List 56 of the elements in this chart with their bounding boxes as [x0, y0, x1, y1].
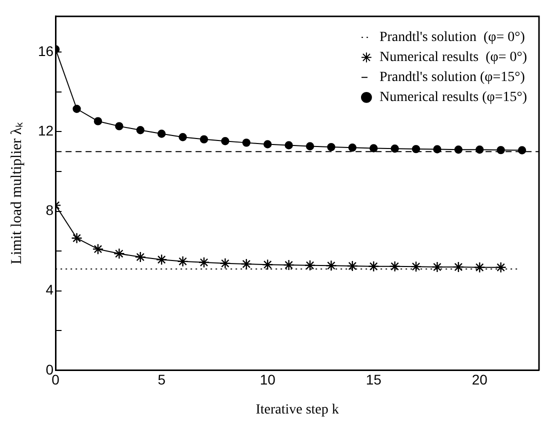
y-tick-label: 4 — [46, 282, 54, 298]
point — [326, 260, 337, 272]
legend-label: Prandtl's solution (φ=15°) — [379, 70, 526, 86]
point — [71, 232, 82, 244]
point — [134, 251, 146, 263]
point — [200, 135, 208, 144]
point — [348, 144, 357, 152]
point — [198, 256, 210, 268]
point — [474, 262, 486, 273]
point — [264, 140, 272, 148]
legend-label: Numerical results (φ= 0°) — [379, 50, 528, 66]
point — [242, 138, 250, 147]
point — [284, 141, 293, 150]
point — [346, 260, 358, 272]
y-tick-label: 0 — [46, 361, 54, 378]
point — [94, 117, 102, 126]
x-axis-title: Iterative step k — [256, 402, 339, 418]
legend-label: Numerical results (φ=15°) — [379, 90, 528, 106]
point — [240, 258, 252, 270]
point — [72, 104, 81, 113]
point — [157, 130, 166, 138]
point — [221, 136, 230, 146]
point — [177, 256, 188, 268]
point — [283, 259, 294, 271]
point — [390, 144, 399, 153]
point — [518, 146, 526, 154]
y-tick-label: 12 — [38, 122, 54, 139]
x-tick-label: 10 — [260, 372, 276, 388]
point — [114, 248, 125, 260]
x-tick-label: 20 — [472, 372, 488, 388]
point — [136, 126, 144, 134]
point — [327, 142, 336, 152]
point — [220, 258, 231, 270]
point — [433, 145, 442, 154]
point — [262, 259, 274, 270]
x-tick-label: 5 — [158, 372, 166, 388]
point — [495, 262, 506, 273]
point — [178, 133, 187, 142]
y-tick-label: 16 — [38, 43, 54, 60]
point — [368, 260, 380, 272]
y-axis-title: Limit load multiplier λₖ — [8, 121, 25, 264]
point — [389, 260, 400, 272]
point — [304, 260, 316, 271]
point — [432, 261, 443, 273]
point — [412, 144, 420, 154]
point — [306, 142, 314, 150]
y-tick-label: 8 — [46, 202, 54, 218]
point — [496, 146, 505, 154]
point — [370, 144, 378, 152]
point — [115, 122, 124, 130]
point — [92, 243, 104, 255]
point — [452, 261, 464, 273]
legend-label: Prandtl's solution (φ= 0°) — [379, 30, 526, 46]
x-tick-label: 15 — [366, 372, 382, 388]
point — [156, 254, 168, 266]
point — [410, 260, 422, 272]
